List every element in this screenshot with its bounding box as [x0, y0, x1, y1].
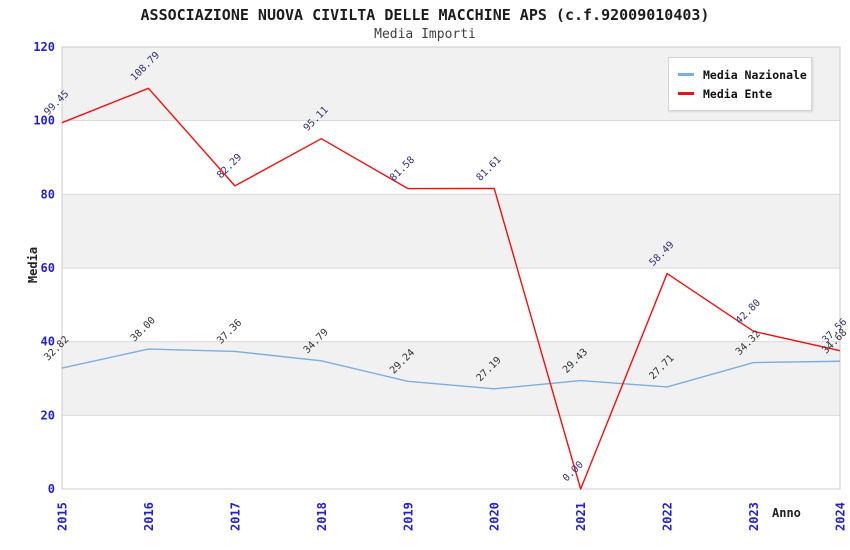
y-axis-title: Media: [26, 246, 40, 284]
chart-subtitle: Media Importi: [374, 27, 476, 42]
data-label: 0.00: [561, 459, 586, 484]
x-tick-label: 2024: [834, 502, 848, 531]
legend-label: Media Nazionale: [703, 67, 807, 82]
series-line-media-ente: [61, 87, 841, 490]
plot-band: [62, 341, 840, 416]
y-tick-label: 40: [41, 335, 55, 349]
y-tick-label: 0: [48, 482, 55, 496]
plot-border: [61, 46, 841, 490]
y-tick-label: 20: [41, 408, 55, 422]
chart-title: ASSOCIAZIONE NUOVA CIVILTA DELLE MACCHIN…: [140, 6, 710, 24]
y-tick-label: 80: [41, 187, 55, 201]
x-tick-label: 2016: [142, 502, 156, 531]
series-line-media-nazionale: [61, 348, 841, 390]
x-tick-label: 2019: [401, 502, 415, 531]
data-label: 81.61: [475, 154, 504, 183]
y-tick-label: 60: [41, 261, 55, 275]
x-tick-label: 2017: [228, 502, 242, 531]
data-label: 81.58: [388, 155, 417, 184]
legend-label: Media Ente: [703, 86, 773, 101]
x-tick-label: 2022: [661, 502, 675, 531]
legend-item-media-ente: Media Ente: [678, 84, 802, 103]
legend-marker-line-icon: [678, 73, 694, 76]
data-label: 38.00: [129, 315, 158, 344]
data-label: 42.80: [734, 297, 763, 326]
x-tick-label: 2018: [315, 502, 329, 531]
x-tick-label: 2023: [747, 502, 761, 531]
data-label: 82.29: [215, 152, 244, 181]
plot-band: [62, 194, 840, 268]
y-tick-label: 100: [33, 114, 55, 128]
x-tick-label: 2015: [56, 502, 70, 531]
legend: Media Nazionale Media Ente: [668, 57, 812, 111]
legend-marker-line-icon: [678, 92, 694, 95]
x-tick-label: 2020: [488, 502, 502, 531]
x-axis-title: Anno: [772, 506, 801, 520]
legend-item-media-nazionale: Media Nazionale: [678, 65, 807, 84]
x-tick-label: 2021: [574, 502, 588, 531]
y-tick-label: 120: [33, 40, 55, 54]
